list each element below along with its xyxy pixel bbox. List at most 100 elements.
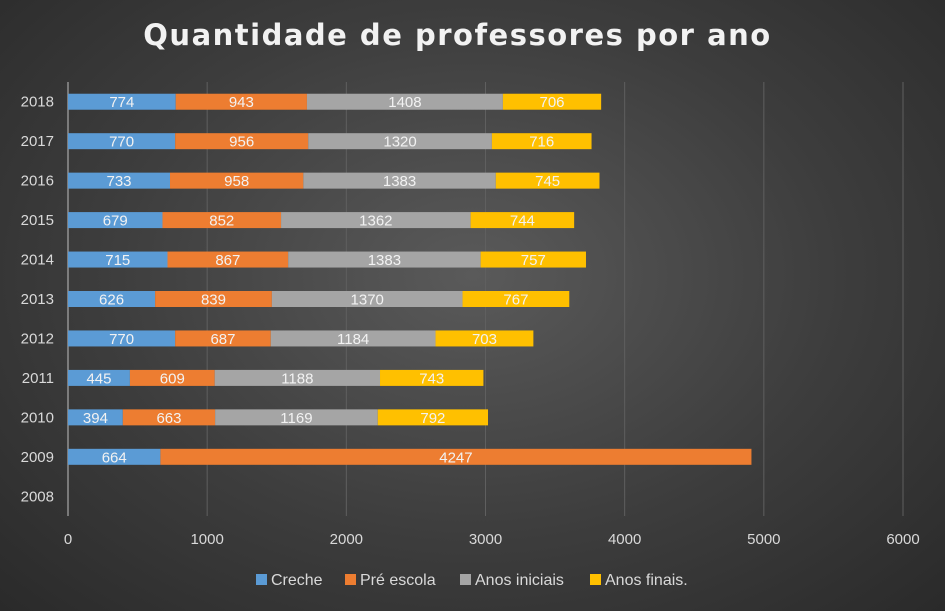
data-label: 1184 bbox=[337, 331, 369, 348]
bar-segment bbox=[175, 93, 307, 110]
data-label: 867 bbox=[215, 252, 240, 269]
bar-segment bbox=[495, 172, 600, 189]
data-label: 956 bbox=[229, 134, 254, 151]
x-tick-label: 0 bbox=[64, 531, 72, 548]
y-tick-label: 2018 bbox=[21, 94, 54, 111]
x-tick-label: 6000 bbox=[886, 531, 919, 548]
bar-segment bbox=[167, 251, 289, 268]
bar-segment bbox=[68, 212, 163, 229]
bar-segment bbox=[68, 172, 171, 189]
x-tick-label: 4000 bbox=[608, 531, 641, 548]
bar-segment bbox=[68, 369, 130, 386]
data-label: 1320 bbox=[383, 134, 416, 151]
bar-segment bbox=[68, 251, 168, 268]
bar-segment bbox=[303, 172, 496, 189]
bar-segment bbox=[68, 409, 123, 426]
bar-segment bbox=[68, 133, 176, 150]
bar-segment bbox=[175, 133, 309, 150]
legend-label: Anos iniciais bbox=[475, 572, 564, 589]
y-tick-label: 2014 bbox=[21, 252, 54, 269]
data-label: 4247 bbox=[439, 449, 472, 466]
bar-segment bbox=[68, 330, 176, 347]
y-tick-label: 2009 bbox=[21, 449, 54, 466]
data-label: 716 bbox=[529, 134, 554, 151]
bar-segment bbox=[462, 291, 570, 307]
data-label: 852 bbox=[209, 213, 234, 230]
data-label: 839 bbox=[201, 292, 226, 309]
legend-swatch bbox=[590, 574, 601, 585]
bar-segment bbox=[122, 409, 216, 426]
y-tick-label: 2010 bbox=[21, 409, 54, 426]
legend-label: Pré escola bbox=[360, 572, 436, 589]
bar-segment bbox=[380, 369, 484, 386]
bar-segment bbox=[215, 409, 378, 426]
data-label: 664 bbox=[102, 449, 127, 466]
data-label: 703 bbox=[472, 331, 497, 348]
bar-segment bbox=[491, 133, 592, 150]
bar-segment bbox=[175, 330, 271, 347]
data-label: 394 bbox=[83, 410, 108, 427]
legend-swatch bbox=[345, 574, 356, 585]
bar-segment bbox=[160, 448, 752, 465]
bar-segment bbox=[129, 369, 215, 386]
bar-segment bbox=[502, 93, 602, 110]
bar-segment bbox=[480, 251, 586, 268]
bar-segment bbox=[288, 251, 481, 268]
data-label: 770 bbox=[109, 134, 134, 151]
data-label: 745 bbox=[535, 173, 560, 190]
y-tick-label: 2013 bbox=[21, 291, 54, 308]
x-tick-label: 2000 bbox=[330, 531, 363, 548]
data-label: 1408 bbox=[388, 94, 421, 111]
y-tick-label: 2015 bbox=[21, 212, 54, 229]
data-label: 663 bbox=[156, 410, 181, 427]
data-label: 744 bbox=[510, 213, 535, 230]
bar-segment bbox=[281, 212, 471, 229]
bar-segment bbox=[470, 212, 575, 229]
data-label: 743 bbox=[419, 370, 444, 387]
y-tick-label: 2008 bbox=[21, 488, 54, 505]
bar-segment bbox=[308, 133, 492, 150]
x-tick-label: 5000 bbox=[747, 531, 780, 548]
x-tick-label: 1000 bbox=[190, 531, 223, 548]
data-label: 757 bbox=[521, 252, 546, 269]
data-label: 770 bbox=[109, 331, 134, 348]
bar-segment bbox=[68, 93, 176, 110]
bar-segment bbox=[270, 330, 436, 347]
bar-segment bbox=[306, 93, 503, 110]
y-tick-label: 2012 bbox=[21, 330, 54, 347]
bar-segment bbox=[68, 448, 161, 465]
y-tick-label: 2011 bbox=[22, 370, 54, 387]
data-label: 679 bbox=[103, 213, 128, 230]
bar-segment bbox=[162, 212, 282, 229]
data-label: 1383 bbox=[368, 252, 401, 269]
data-label: 1188 bbox=[281, 370, 313, 387]
bar-segment bbox=[68, 291, 156, 307]
legend-swatch bbox=[256, 574, 267, 585]
bar-segment bbox=[214, 369, 381, 386]
bar-segment bbox=[435, 330, 534, 347]
y-tick-label: 2016 bbox=[21, 173, 54, 190]
legend-label: Anos finais. bbox=[605, 572, 688, 589]
legend-label: Creche bbox=[271, 572, 323, 589]
data-label: 792 bbox=[420, 410, 445, 427]
bar-segment bbox=[271, 291, 463, 307]
y-tick-label: 2017 bbox=[21, 133, 54, 150]
data-label: 1370 bbox=[351, 292, 384, 309]
bar-segment bbox=[377, 409, 489, 426]
data-label: 733 bbox=[106, 173, 131, 190]
data-label: 774 bbox=[109, 94, 134, 111]
bar-segment bbox=[155, 291, 272, 307]
legend-swatch bbox=[460, 574, 471, 585]
data-label: 715 bbox=[105, 252, 130, 269]
data-label: 706 bbox=[540, 94, 565, 111]
x-tick-label: 3000 bbox=[469, 531, 502, 548]
data-label: 958 bbox=[224, 173, 249, 190]
data-label: 1362 bbox=[359, 213, 392, 230]
data-label: 687 bbox=[210, 331, 235, 348]
data-label: 609 bbox=[160, 370, 185, 387]
data-label: 767 bbox=[503, 292, 528, 309]
data-label: 445 bbox=[86, 370, 111, 387]
chart-title: Quantidade de professores por ano bbox=[143, 18, 772, 52]
